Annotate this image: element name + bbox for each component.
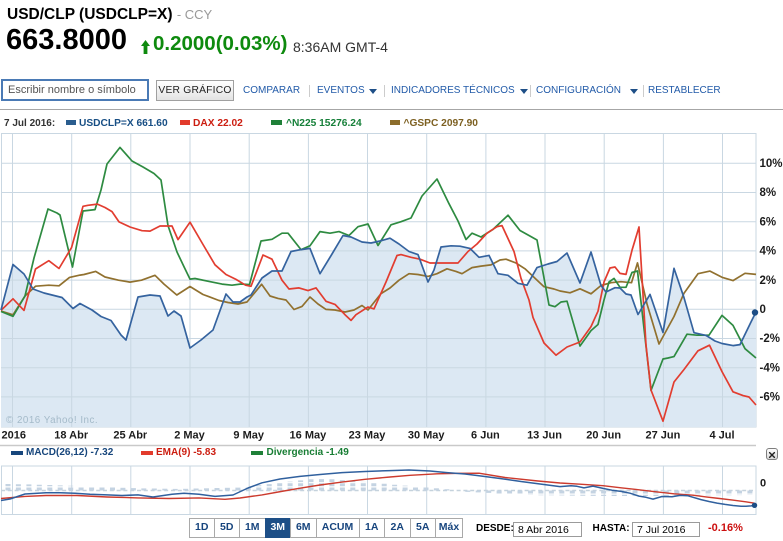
- svg-text:13 Jun: 13 Jun: [527, 429, 562, 441]
- svg-text:2 May: 2 May: [174, 429, 205, 441]
- svg-text:27 Jun: 27 Jun: [645, 429, 680, 441]
- svg-text:0: 0: [760, 478, 766, 490]
- svg-text:2%: 2%: [760, 275, 777, 287]
- svg-text:0: 0: [760, 304, 766, 316]
- svg-text:6 Jun: 6 Jun: [471, 429, 500, 441]
- svg-text:-4%: -4%: [760, 362, 780, 374]
- svg-text:4 Jul: 4 Jul: [709, 429, 734, 441]
- svg-text:-6%: -6%: [760, 392, 780, 404]
- svg-text:30 May: 30 May: [408, 429, 446, 441]
- svg-text:16 May: 16 May: [290, 429, 328, 441]
- svg-text:4%: 4%: [760, 246, 777, 258]
- svg-text:6%: 6%: [760, 216, 777, 228]
- svg-text:9 May: 9 May: [233, 429, 264, 441]
- svg-text:-2%: -2%: [760, 333, 780, 345]
- svg-text:25 Abr: 25 Abr: [113, 429, 148, 441]
- svg-text:20 Jun: 20 Jun: [586, 429, 621, 441]
- svg-text:© 2016 Yahoo! Inc.: © 2016 Yahoo! Inc.: [6, 415, 98, 426]
- svg-text:8%: 8%: [760, 187, 777, 199]
- svg-text:18 Abr: 18 Abr: [54, 429, 89, 441]
- svg-text:2016: 2016: [2, 429, 26, 441]
- svg-text:23 May: 23 May: [349, 429, 387, 441]
- svg-text:10%: 10%: [760, 158, 783, 170]
